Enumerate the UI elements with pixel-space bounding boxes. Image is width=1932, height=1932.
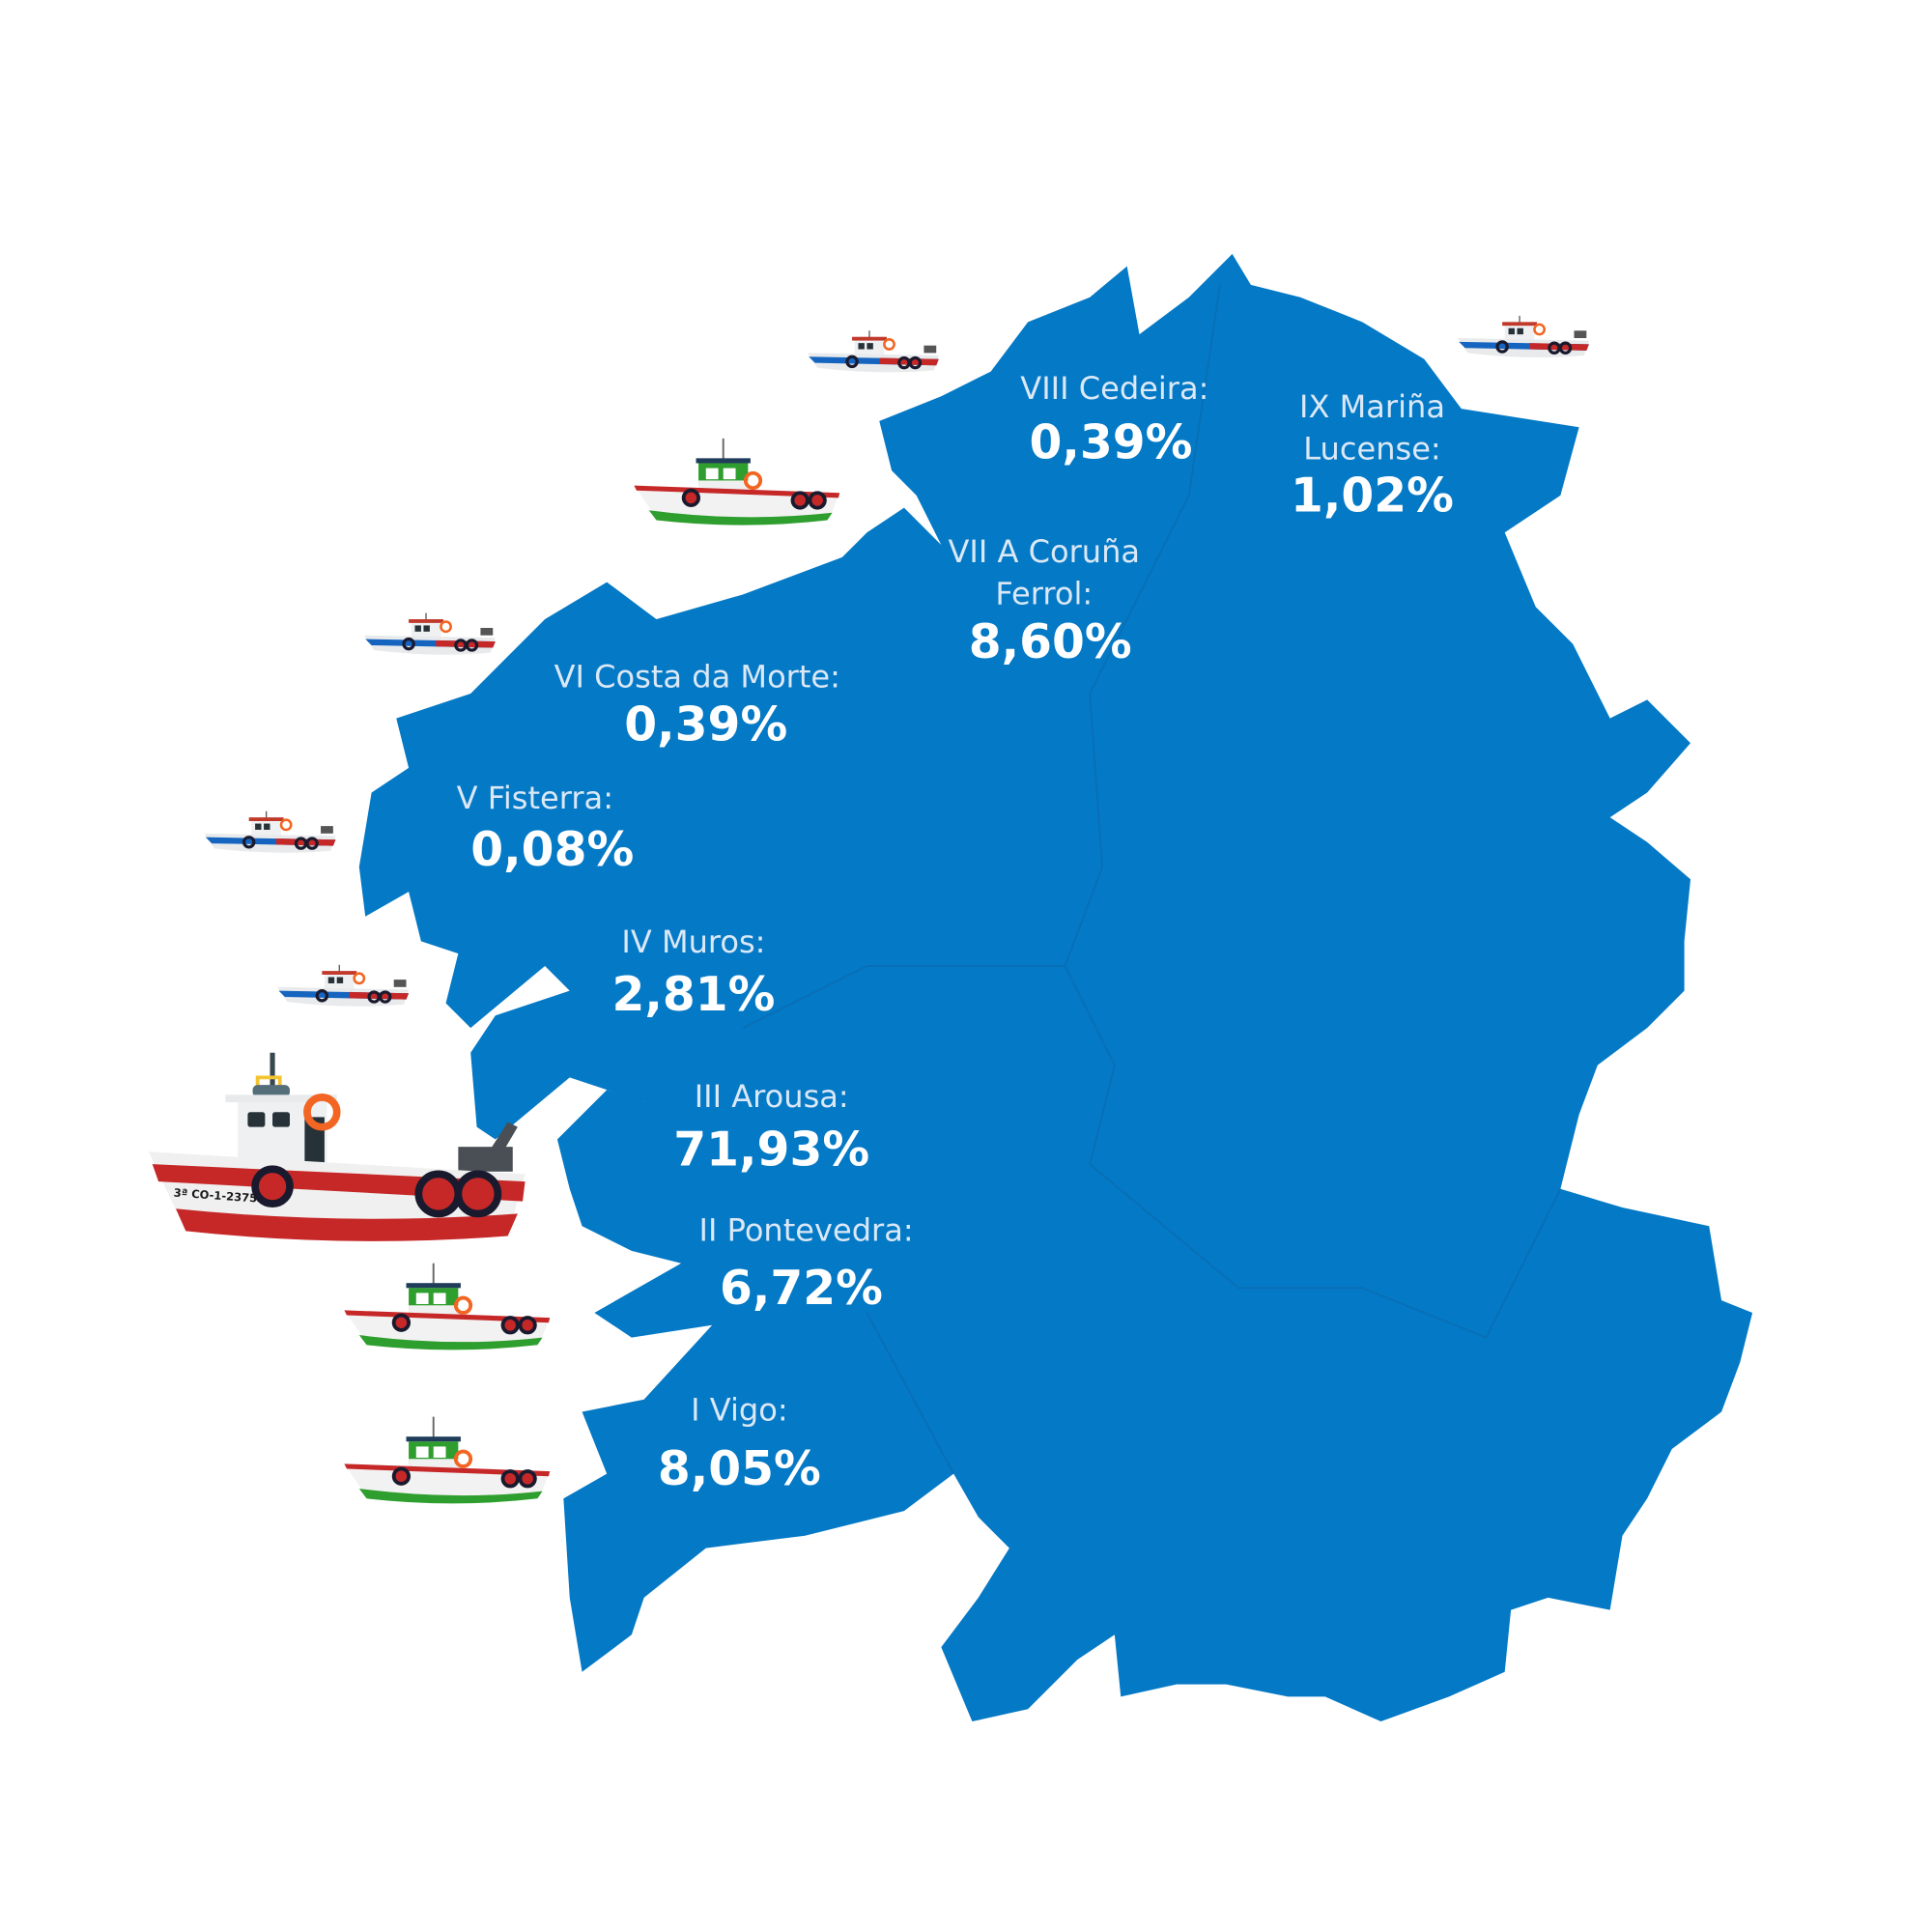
zone-name: IV Muros:: [621, 923, 765, 960]
small-blue-boat-icon: [202, 810, 338, 855]
zone-label-ix-marina-lucense: IX Mariña Lucense: 1,02%: [1291, 388, 1454, 523]
zone-label-iv-muros: IV Muros: 2,81%: [611, 923, 775, 1022]
zone-name: Ferrol:: [995, 576, 1093, 612]
small-blue-boat-icon: [362, 611, 497, 657]
zone-value: 0,08%: [470, 823, 634, 877]
zone-value: 1,02%: [1291, 469, 1454, 523]
zone-label-viii-cedeira: VIII Cedeira: 0,39%: [1020, 370, 1208, 470]
zone-name: IX Mariña: [1299, 388, 1445, 425]
zone-value: 6,72%: [720, 1262, 883, 1316]
zone-value: 0,39%: [624, 698, 787, 753]
zone-name: VI Costa da Morte:: [554, 659, 840, 696]
zone-name: II Pontevedra:: [699, 1212, 914, 1249]
small-blue-boat-icon: [275, 963, 411, 1009]
green-boat-icon: [632, 436, 842, 527]
small-blue-boat-icon: [806, 328, 941, 374]
zone-label-vi-costa-da-morte: VI Costa da Morte: 0,39%: [554, 659, 840, 753]
zone-label-ii-pontevedra: II Pontevedra: 6,72%: [699, 1212, 914, 1316]
zone-value: 2,81%: [611, 968, 775, 1022]
green-boat-icon: [342, 1261, 553, 1352]
zone-label-v-fisterra: V Fisterra: 0,08%: [457, 780, 635, 877]
zone-label-vii-a-coruna-ferrol: VII A Coruña Ferrol: 8,60%: [948, 533, 1140, 669]
boat-registration: 3ª CO-1-2375: [173, 1185, 257, 1205]
galicia-landmass: [358, 253, 1753, 1722]
zone-name: VIII Cedeira:: [1020, 370, 1208, 407]
province-border: [866, 1312, 955, 1475]
province-border: [1064, 284, 1562, 1339]
zone-value: 8,60%: [969, 615, 1132, 669]
zone-name: I Vigo:: [691, 1392, 788, 1429]
zone-name: V Fisterra:: [457, 780, 613, 816]
zone-value: 8,05%: [658, 1442, 821, 1496]
zone-name: Lucense:: [1303, 431, 1440, 468]
red-fishing-boat-icon: 3ª CO-1-2375: [149, 1053, 526, 1241]
zone-name: VII A Coruña: [948, 533, 1140, 570]
zone-value: 71,93%: [673, 1122, 869, 1177]
zone-label-iii-arousa: III Arousa: 71,93%: [673, 1078, 869, 1177]
zone-name: III Arousa:: [695, 1078, 849, 1115]
zone-label-i-vigo: I Vigo: 8,05%: [658, 1392, 821, 1497]
zone-value: 0,39%: [1030, 415, 1193, 469]
small-blue-boat-icon: [1456, 314, 1591, 359]
green-boat-icon: [342, 1414, 553, 1506]
province-border: [742, 965, 1065, 1029]
